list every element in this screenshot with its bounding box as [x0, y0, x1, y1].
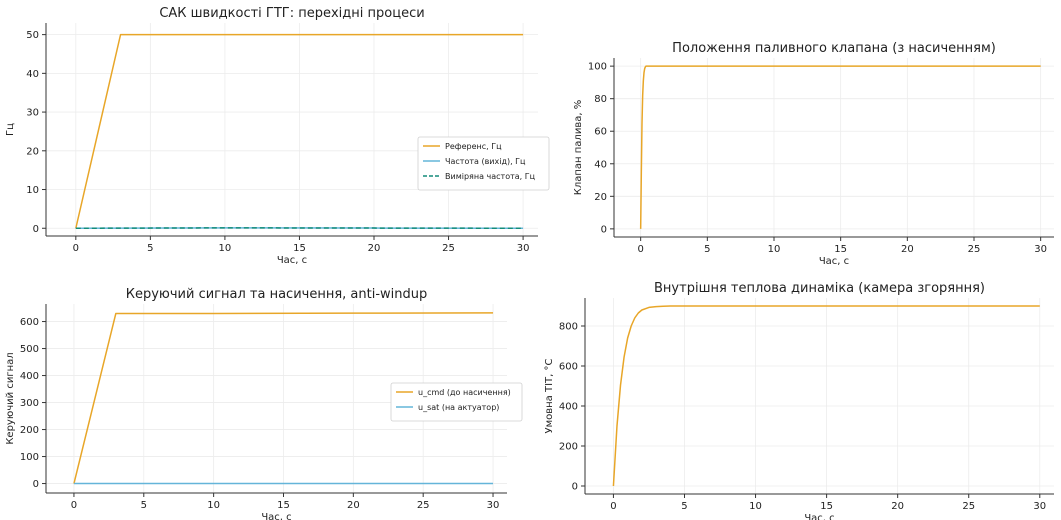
x-tick-label: 30 — [1033, 501, 1046, 512]
y-tick-label: 200 — [559, 442, 578, 453]
y-tick-label: 100 — [588, 62, 607, 73]
x-axis-label: Час, с — [804, 513, 834, 520]
x-tick-label: 10 — [219, 243, 232, 254]
x-tick-label: 0 — [637, 244, 643, 255]
chart-panel-2: 0 5 10 15 20 25 30 0 20 40 60 80 100 Положення паливн… — [573, 41, 1054, 267]
x-tick-label: 25 — [962, 501, 975, 512]
y-tick-label: 0 — [33, 224, 39, 235]
y-tick-label: 600 — [559, 362, 578, 373]
y-tick-label: 300 — [20, 398, 39, 409]
series-line-1 — [612, 305, 1040, 487]
chart-panel-1: 0 5 10 15 20 25 30 0 10 20 30 40 50 САК швидкості ГТГ… — [5, 6, 550, 266]
x-axis-label: Час, с — [261, 512, 291, 520]
x-tick-label: 0 — [610, 501, 616, 512]
x-tick-label: 0 — [73, 243, 79, 254]
legend-label: u_sat (на актуатор) — [418, 403, 499, 412]
y-axis-label: Клапан палива, % — [573, 100, 584, 195]
x-tick-label: 15 — [834, 244, 847, 255]
x-axis-label: Час, с — [277, 255, 307, 266]
x-tick-label: 0 — [71, 500, 77, 511]
y-tick-label: 60 — [594, 127, 607, 138]
chart-panel-4: 0 5 10 15 20 25 30 0 200 400 600 800 Внутрішня тепло… — [544, 281, 1054, 520]
y-tick-label: 0 — [33, 479, 39, 490]
chart-title: Керуючий сигнал та насичення, anti-windu… — [126, 287, 428, 302]
x-tick-label: 5 — [704, 244, 710, 255]
y-tick-label: 40 — [26, 69, 39, 80]
x-tick-label: 5 — [147, 243, 153, 254]
y-tick-label: 50 — [26, 30, 39, 41]
y-tick-label: 20 — [594, 192, 607, 203]
x-tick-label: 10 — [749, 501, 762, 512]
x-tick-label: 15 — [820, 501, 833, 512]
chart-panel-3: 0 5 10 15 20 25 300100200300400500600Керуючий … — [5, 287, 523, 520]
y-tick-label: 80 — [594, 94, 607, 105]
x-tick-label: 30 — [517, 243, 530, 254]
chart-title: Внутрішня теплова динаміка (камера згоря… — [654, 281, 985, 296]
x-tick-label: 10 — [768, 244, 781, 255]
legend-box — [417, 136, 550, 191]
legend-label: u_cmd (до насичення) — [418, 388, 511, 397]
y-axis-label: Керуючий сигнал — [5, 352, 16, 444]
y-tick-label: 800 — [559, 322, 578, 333]
x-tick-label: 15 — [277, 500, 290, 511]
x-tick-label: 25 — [417, 500, 430, 511]
chart-title: САК швидкості ГТГ: перехідні процеси — [159, 6, 424, 21]
x-tick-label: 20 — [901, 244, 914, 255]
x-tick-label: 30 — [1034, 244, 1047, 255]
y-axis-label: Умовна ТІТ, °C — [544, 358, 555, 433]
x-tick-label: 5 — [141, 500, 147, 511]
chart-title: Положення паливного клапана (з насичення… — [672, 41, 996, 56]
y-tick-label: 0 — [572, 482, 578, 493]
x-tick-label: 20 — [347, 500, 360, 511]
x-tick-label: 15 — [293, 243, 306, 254]
y-tick-label: 10 — [26, 185, 39, 196]
y-tick-label: 600 — [20, 317, 39, 328]
y-tick-label: 0 — [601, 224, 607, 235]
legend-label: Частота (вихід), Гц — [445, 157, 526, 166]
legend-label: Виміряна частота, Гц — [445, 172, 536, 181]
y-tick-label: 100 — [20, 452, 39, 463]
y-axis-label: Гц — [5, 123, 16, 136]
x-tick-label: 5 — [681, 501, 687, 512]
legend-box — [390, 382, 523, 422]
y-tick-label: 400 — [20, 371, 39, 382]
x-tick-label: 25 — [442, 243, 455, 254]
series-line-1 — [73, 312, 494, 484]
x-tick-label: 20 — [368, 243, 381, 254]
y-tick-label: 40 — [594, 159, 607, 170]
series-line-1 — [639, 65, 1041, 229]
x-tick-label: 30 — [487, 500, 500, 511]
series-line-1 — [75, 33, 524, 229]
x-tick-label: 20 — [891, 501, 904, 512]
y-tick-label: 30 — [26, 108, 39, 119]
y-tick-label: 400 — [559, 402, 578, 413]
y-tick-label: 20 — [26, 146, 39, 157]
x-tick-label: 10 — [207, 500, 220, 511]
x-axis-label: Час, с — [819, 256, 849, 267]
legend-label: Референс, Гц — [445, 142, 502, 151]
y-tick-label: 500 — [20, 344, 39, 355]
y-tick-label: 200 — [20, 425, 39, 436]
x-tick-label: 25 — [968, 244, 981, 255]
